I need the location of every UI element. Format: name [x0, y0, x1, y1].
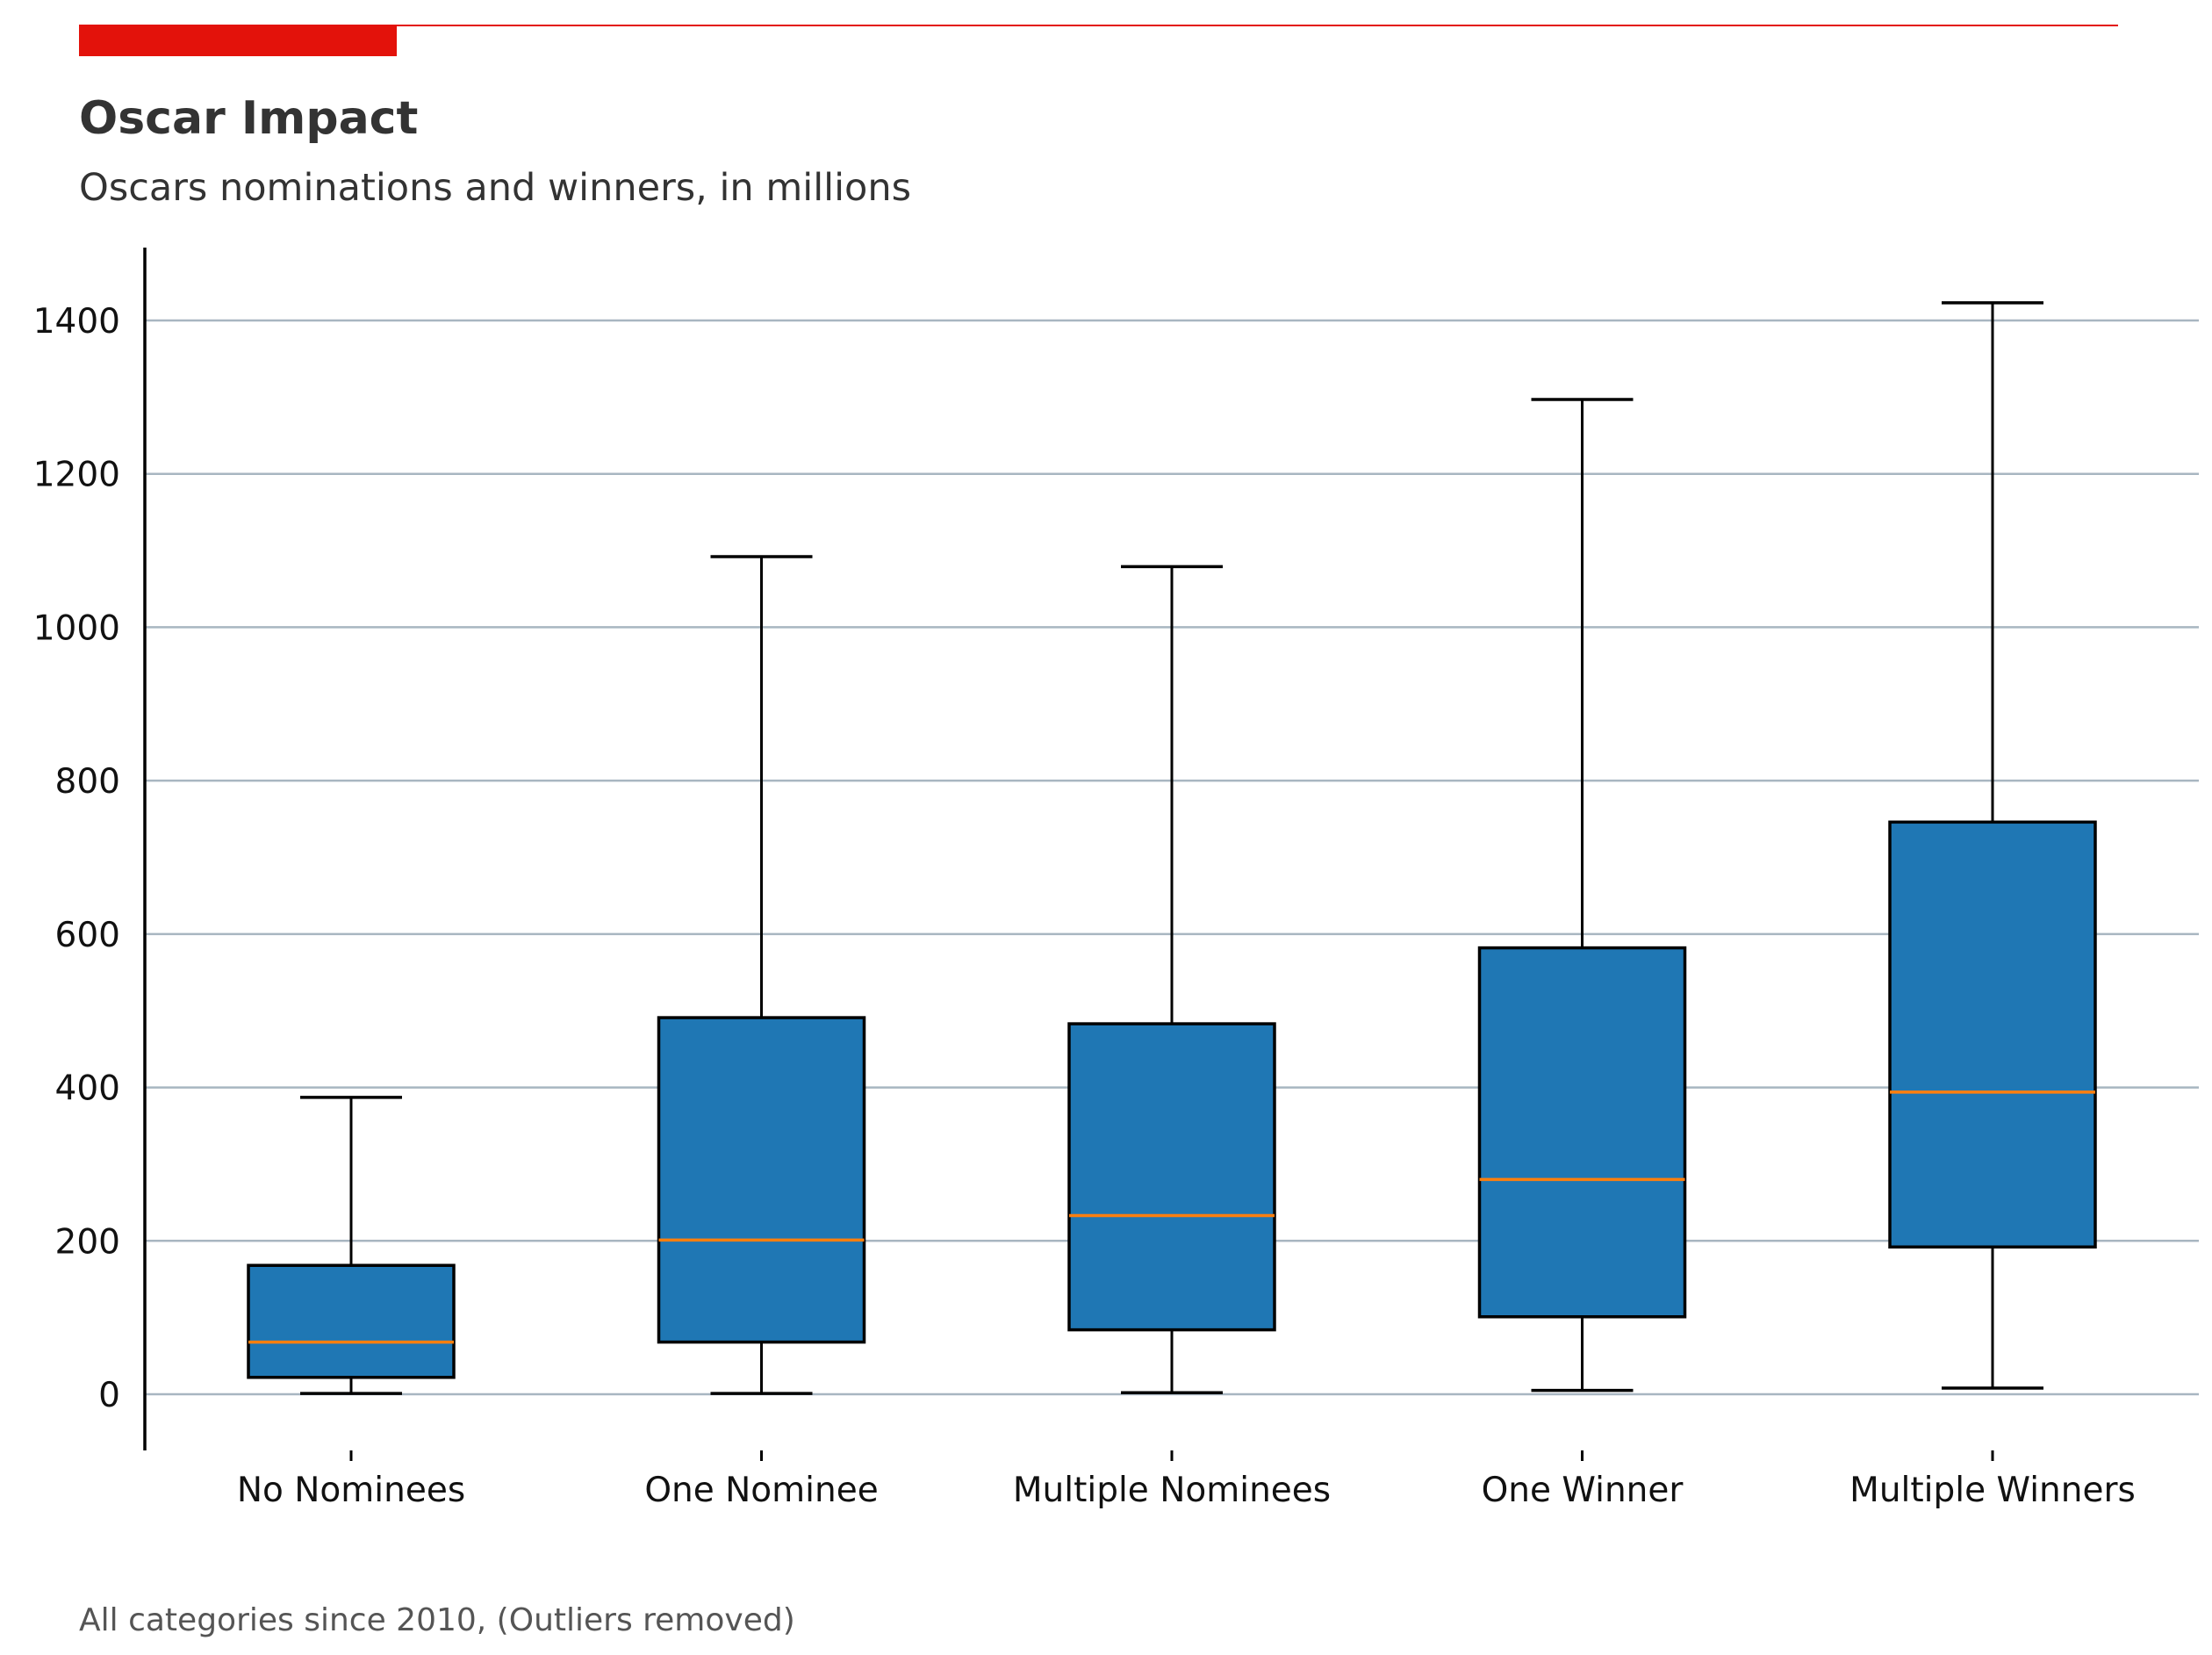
chart-title: Oscar Impact [79, 92, 418, 145]
y-tick-label-600: 600 [55, 916, 120, 955]
y-axis: 0 200 400 600 800 1000 1200 1400 [33, 248, 147, 1450]
box-iqr [247, 1263, 456, 1379]
y-tick-label-400: 400 [55, 1069, 120, 1109]
box-iqr [1477, 946, 1687, 1319]
box-2 [1067, 565, 1276, 1395]
y-tick-label-0: 0 [98, 1376, 120, 1415]
box-3 [1477, 398, 1687, 1392]
x-axis: No Nominees One Nominee Multiple Nominees O… [237, 1450, 2136, 1510]
footer-note: All categories since 2010, (Outliers rem… [79, 1602, 795, 1638]
y-tick-label-200: 200 [55, 1222, 120, 1262]
x-tick-label-2: Multiple Nominees [1013, 1471, 1331, 1510]
y-tick-label-1400: 1400 [33, 302, 120, 342]
x-tick-label-1: One Nominee [644, 1471, 878, 1510]
box-1 [657, 555, 866, 1395]
y-tick-label-1000: 1000 [33, 608, 120, 648]
y-tick-label-800: 800 [55, 762, 120, 802]
boxes [247, 301, 2097, 1395]
accent-bar [79, 25, 397, 56]
x-tick-label-3: One Winner [1482, 1471, 1684, 1510]
box-iqr [1067, 1022, 1276, 1332]
chart-subtitle: Oscars nominations and winners, in milli… [79, 166, 911, 210]
box-iqr [1888, 820, 2097, 1249]
x-tick-label-0: No Nominees [237, 1471, 465, 1510]
box-4 [1888, 301, 2097, 1390]
box-0 [247, 1096, 456, 1395]
box-iqr [657, 1016, 866, 1344]
x-tick-label-4: Multiple Winners [1849, 1471, 2136, 1510]
y-tick-label-1200: 1200 [33, 456, 120, 495]
